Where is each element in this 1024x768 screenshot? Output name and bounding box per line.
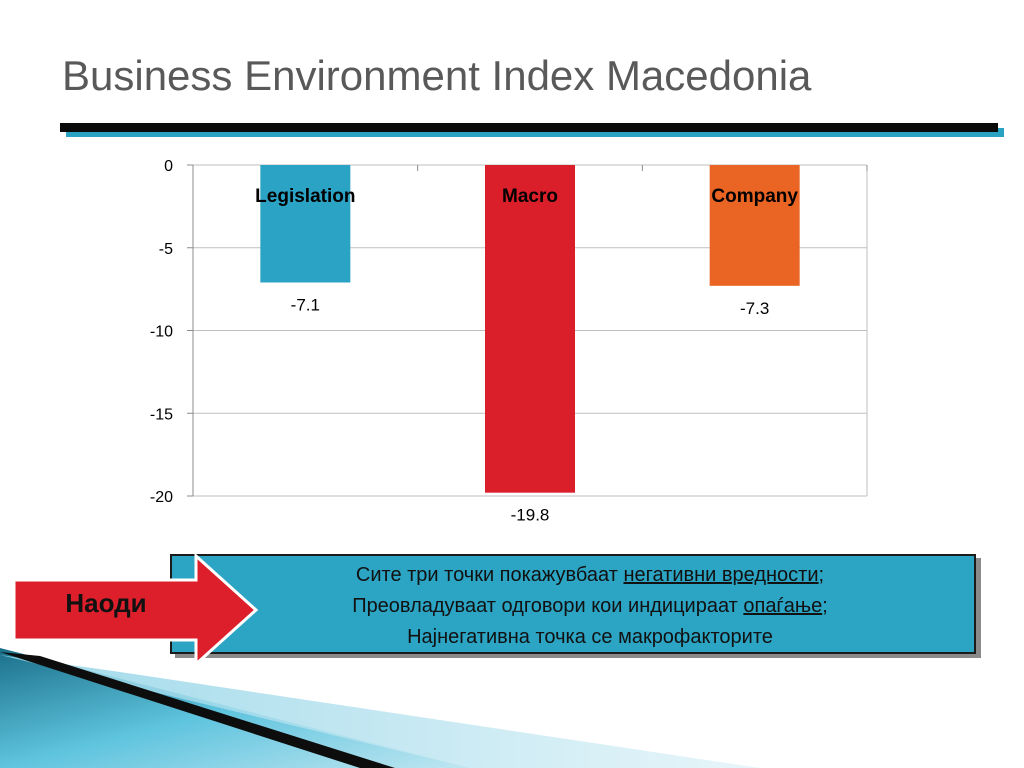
arrow-right-icon (12, 552, 259, 668)
chart-labels: 0 -5 -10 -15 -20 Legislation -7.1 Macro -19.8 Com… (150, 158, 799, 525)
findings-line-2: Преовладуваат одговори кои индицираат оп… (352, 595, 828, 617)
title-rule (60, 123, 998, 132)
bar-legislation (260, 165, 351, 283)
data-label: -7.1 (291, 296, 320, 315)
category-label: Macro (502, 186, 558, 207)
category-label: Company (711, 186, 798, 207)
data-label: -7.3 (740, 299, 769, 318)
slide-title: Business Environment Index Macedonia (62, 52, 812, 99)
findings-line-1: Сите три точки покажувбаат негативни вре… (355, 564, 825, 586)
y-tick-label: -20 (150, 489, 173, 506)
category-label: Legislation (255, 186, 355, 207)
y-tick-label: -5 (159, 241, 173, 258)
bar-macro (485, 165, 575, 493)
bar-company (709, 165, 800, 286)
y-tick-label: -15 (150, 406, 173, 423)
bar-chart: 0 -5 -10 -15 -20 Legislation -7.1 Macro -19.8 Com… (150, 158, 868, 525)
findings-box (170, 554, 976, 654)
black-swoosh (0, 652, 395, 768)
data-label: -19.8 (511, 506, 550, 525)
title-rule-shadow (66, 128, 1004, 137)
pale-swoosh (0, 655, 760, 768)
findings-line-3: Најнегативна точка се макрофакторите (407, 626, 773, 648)
findings-label: Наоди (65, 588, 147, 618)
chart-bars (260, 165, 800, 493)
y-tick-label: -10 (150, 324, 173, 341)
y-tick-label: 0 (164, 158, 173, 175)
findings-text: Сите три точки покажувбаат негативни вре… (195, 560, 985, 653)
